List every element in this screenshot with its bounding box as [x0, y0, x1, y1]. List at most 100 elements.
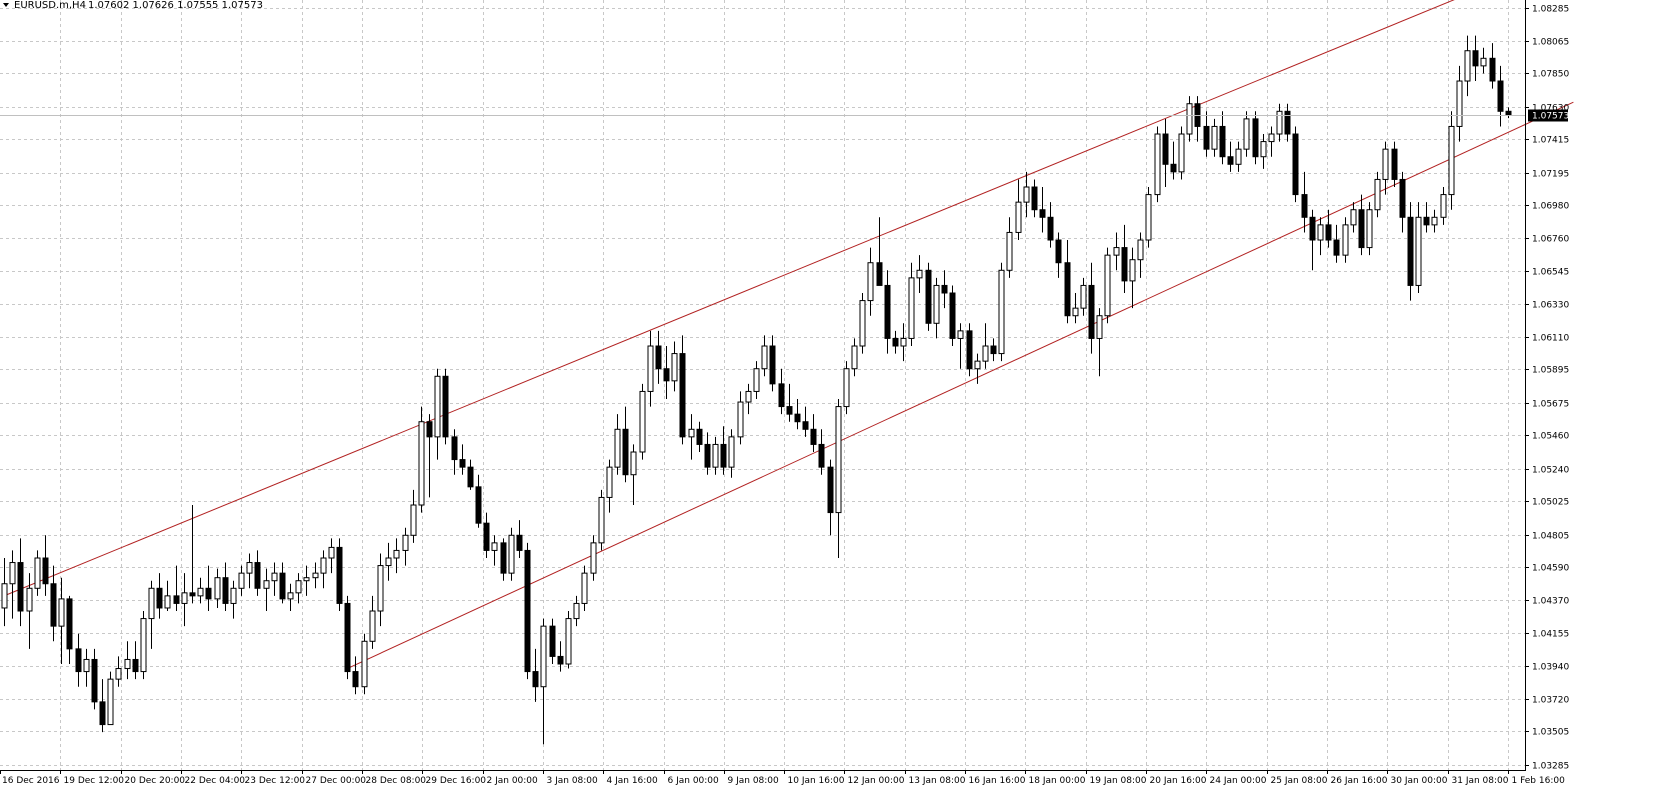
time-tick-label: 19 Jan 08:00 — [1090, 776, 1147, 786]
candle-body — [1145, 194, 1152, 241]
candle-body — [279, 572, 286, 600]
candle-body — [1309, 216, 1316, 241]
candle — [42, 535, 49, 596]
candle-body — [843, 368, 850, 408]
candle-body — [745, 390, 752, 403]
candle-body — [156, 587, 163, 609]
candle-body — [949, 292, 956, 339]
candle — [1472, 35, 1479, 82]
candle-body — [1374, 178, 1381, 211]
time-tick-label: 20 Jan 16:00 — [1150, 776, 1207, 786]
candle-body — [704, 443, 711, 468]
candle — [1129, 247, 1136, 309]
time-tick-label: 26 Jan 16:00 — [1331, 776, 1388, 786]
candle — [1219, 111, 1226, 165]
candle-body — [467, 466, 474, 488]
candle — [352, 656, 359, 695]
candle-body — [295, 580, 302, 594]
candles — [1, 35, 1512, 745]
candle — [524, 542, 531, 680]
candle — [598, 489, 605, 551]
candle — [222, 562, 229, 612]
candle-body — [974, 360, 981, 370]
price-tick-label: 1.06760 — [1532, 235, 1569, 245]
candle — [549, 618, 556, 665]
candle — [818, 429, 825, 475]
candle — [1448, 111, 1455, 210]
candle-body — [1260, 141, 1267, 158]
candle-body — [75, 648, 82, 673]
candle-body — [573, 602, 580, 620]
price-axis[interactable]: 1.08285 1.08065 1.07850 1.07630 1.07415 1.071… — [1525, 5, 1569, 772]
time-axis[interactable]: 16 Dec 2016 19 Dec 12:00 20 Dec 20:00 22 De… — [0, 770, 1566, 786]
candle-body — [1497, 80, 1504, 112]
time-tick-label: 18 Jan 00:00 — [1029, 776, 1086, 786]
candle-body — [679, 353, 686, 438]
time-tick-label: 19 Dec 12:00 — [64, 776, 125, 786]
price-tick-label: 1.08285 — [1532, 5, 1569, 15]
time-tick-label: 30 Jan 00:00 — [1391, 776, 1448, 786]
candle-body — [712, 443, 719, 468]
candle-body — [794, 413, 801, 423]
candle-body — [451, 436, 458, 461]
candle — [851, 338, 858, 377]
dropdown-triangle-icon[interactable] — [3, 3, 9, 7]
time-tick-label: 23 Dec 12:00 — [245, 776, 306, 786]
candle — [794, 399, 801, 430]
time-tick-label: 4 Jan 16:00 — [607, 776, 659, 786]
candle — [1407, 202, 1414, 301]
candle — [982, 323, 989, 369]
candle — [189, 505, 196, 604]
candle — [925, 262, 932, 331]
candle — [459, 444, 466, 475]
candle-body — [344, 602, 351, 673]
candle-body — [50, 583, 57, 627]
time-tick-label: 16 Dec 2016 — [2, 776, 60, 786]
time-tick-label: 28 Dec 08:00 — [366, 776, 427, 786]
candle-body — [916, 269, 923, 279]
candle-body — [287, 592, 294, 600]
candle — [336, 538, 343, 612]
candle-body — [83, 658, 90, 673]
candle — [91, 648, 98, 710]
candle-body — [1219, 125, 1226, 158]
candle — [1497, 65, 1504, 127]
candle-body — [491, 542, 498, 551]
candle — [1137, 232, 1144, 278]
candle — [745, 383, 752, 415]
candle — [50, 565, 57, 642]
channel-line-lower — [347, 101, 1574, 669]
candle — [1431, 209, 1438, 233]
candle-body — [1154, 133, 1161, 196]
candle — [410, 489, 417, 543]
candle — [1080, 277, 1087, 316]
candle-body — [565, 618, 572, 665]
candle — [1358, 194, 1365, 256]
candle-body — [42, 557, 49, 585]
candle — [1023, 171, 1030, 218]
current-price-tag: 1.07573 — [1528, 109, 1569, 122]
candle-body — [590, 542, 597, 574]
candle-body — [17, 562, 24, 612]
candle-body — [320, 557, 327, 574]
time-tick-label: 1 Feb 16:00 — [1512, 776, 1566, 786]
candle-body — [753, 368, 760, 392]
price-tick-label: 1.05460 — [1532, 432, 1569, 442]
candle-body — [9, 562, 16, 585]
candle-body — [516, 534, 523, 551]
candle — [1145, 187, 1152, 248]
candle-body — [246, 562, 253, 574]
candle-body — [1358, 209, 1365, 249]
candle — [303, 565, 310, 596]
candle-body — [1317, 224, 1324, 241]
candle-body — [410, 504, 417, 536]
candle — [663, 346, 670, 400]
candle — [1342, 217, 1349, 263]
candle — [949, 285, 956, 347]
candle-body — [1129, 259, 1136, 282]
candle-body — [966, 330, 973, 370]
candle-body — [426, 421, 433, 438]
candle-body — [1252, 118, 1259, 158]
candle-body — [1423, 216, 1430, 226]
